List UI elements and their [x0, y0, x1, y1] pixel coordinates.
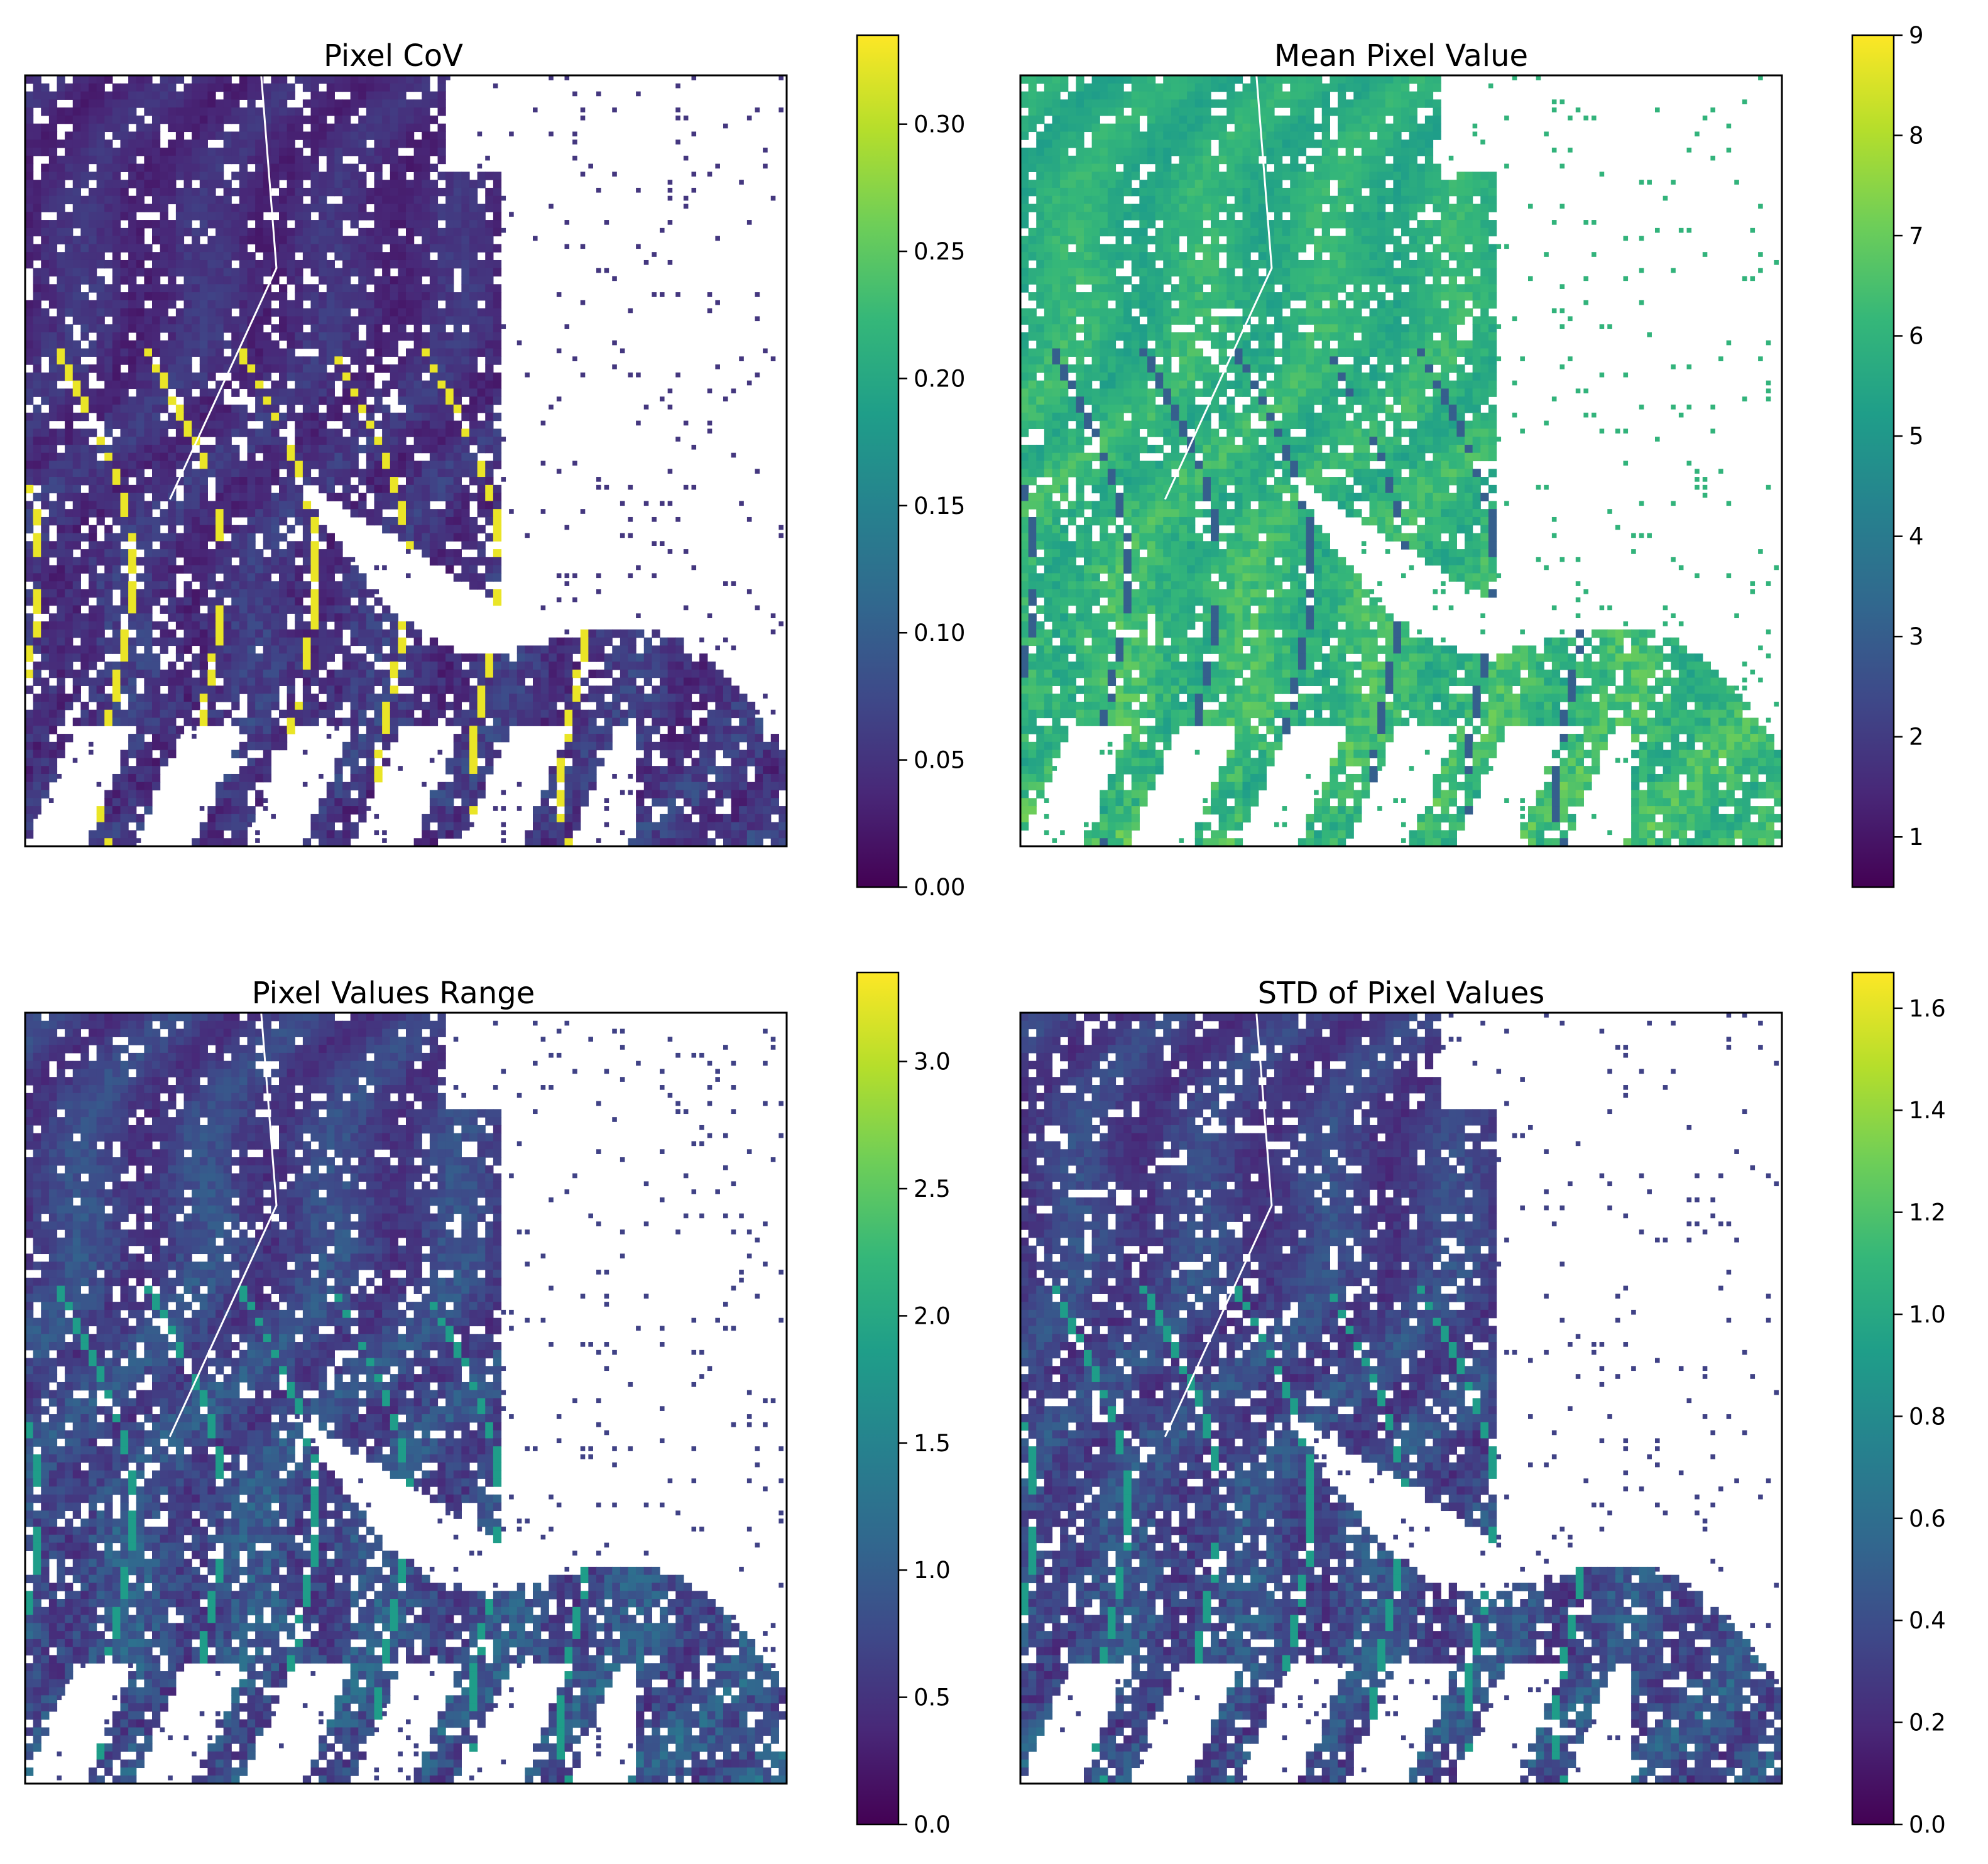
colorbar-gradient: [1851, 971, 1895, 1826]
panel-4: STD of Pixel Values 0.0 0.2 0.4 0.6 0.8 1.0 1.2…: [1019, 971, 1946, 1838]
colorbar-tick-label: 1.0: [914, 1557, 951, 1584]
colorbar-gradient: [856, 971, 900, 1826]
colorbar-tick-label: 2.5: [914, 1175, 951, 1202]
colorbar-tick-label: 0.4: [1909, 1607, 1946, 1634]
raster-image: [25, 1013, 787, 1784]
colorbar-tick-label: 1.6: [1909, 995, 1946, 1022]
colorbar: 0.0 0.5 1.0 1.5 2.0 2.5 3.0: [856, 971, 951, 1838]
colorbar-tick-label: 4: [1909, 523, 1924, 550]
colorbar-tick-label: 0.30: [914, 111, 965, 138]
road-line: [1164, 75, 1273, 500]
colorbar-tick-label: 3: [1909, 623, 1924, 650]
colorbar-tick-label: 2.0: [914, 1302, 951, 1329]
colorbar-tick-label: 0.20: [914, 365, 965, 392]
colorbar-tick-label: 0.05: [914, 747, 965, 774]
colorbar-tick-label: 5: [1909, 423, 1924, 450]
raster-image: [1020, 1013, 1782, 1784]
colorbar-tick-label: 1.4: [1909, 1097, 1946, 1124]
colorbar: 0.00 0.05 0.10 0.15 0.20 0.25 0.30: [856, 34, 965, 901]
colorbar-tick-label: 0.0: [914, 1811, 951, 1838]
colorbar-tick-label: 0.10: [914, 619, 965, 646]
road-line: [1164, 1013, 1273, 1437]
colorbar-tick-label: 1.0: [1909, 1301, 1946, 1328]
colorbar-tick-label: 1: [1909, 824, 1924, 851]
colorbar-gradient: [856, 34, 900, 888]
colorbar-tick-label: 0.5: [914, 1684, 951, 1711]
colorbar-tick-label: 0.8: [1909, 1403, 1946, 1430]
map-frame: [1019, 74, 1783, 848]
road-line: [168, 1013, 278, 1437]
raster-image: [25, 75, 787, 846]
colorbar-tick-label: 1.5: [914, 1430, 951, 1457]
colorbar-tick-label: 0.25: [914, 238, 965, 265]
colorbar-tick-label: 0.6: [1909, 1505, 1946, 1532]
colorbar-gradient: [1851, 34, 1895, 888]
raster-image: [1020, 75, 1782, 846]
panel-3: Pixel Values Range 0.0 0.5 1.0 1.5 2.0 2.5 3.0: [24, 971, 951, 1838]
colorbar-tick-label: 3.0: [914, 1049, 951, 1076]
panel-title: STD of Pixel Values: [1258, 976, 1545, 1011]
colorbar-tick-label: 1.2: [1909, 1199, 1946, 1226]
panel-title: Pixel CoV: [324, 38, 463, 74]
panel-title: Pixel Values Range: [252, 976, 535, 1011]
road-line: [168, 75, 278, 500]
colorbar-tick-label: 0.2: [1909, 1709, 1946, 1736]
colorbar: 1 2 3 4 5 6 7 8 9: [1851, 22, 1924, 888]
colorbar-tick-label: 2: [1909, 724, 1924, 751]
colorbar-tick-label: 0.00: [914, 874, 965, 901]
panel-2: Mean Pixel Value 1 2 3 4 5 6 7 8 9: [1019, 22, 1924, 888]
map-frame: [24, 74, 788, 848]
colorbar-tick-label: 7: [1909, 222, 1924, 249]
colorbar-tick-label: 0.0: [1909, 1811, 1946, 1838]
map-frame: [24, 1011, 788, 1785]
colorbar: 0.0 0.2 0.4 0.6 0.8 1.0 1.2 1.4 1.6: [1851, 971, 1946, 1838]
colorbar-tick-label: 8: [1909, 123, 1924, 150]
map-frame: [1019, 1011, 1783, 1785]
colorbar-tick-label: 9: [1909, 22, 1924, 49]
colorbar-tick-label: 0.15: [914, 493, 965, 520]
panel-1: Pixel CoV 0.00 0.05 0.10 0.15 0.20 0.25 0.30: [24, 34, 965, 901]
panel-title: Mean Pixel Value: [1274, 38, 1528, 74]
colorbar-tick-label: 6: [1909, 323, 1924, 350]
